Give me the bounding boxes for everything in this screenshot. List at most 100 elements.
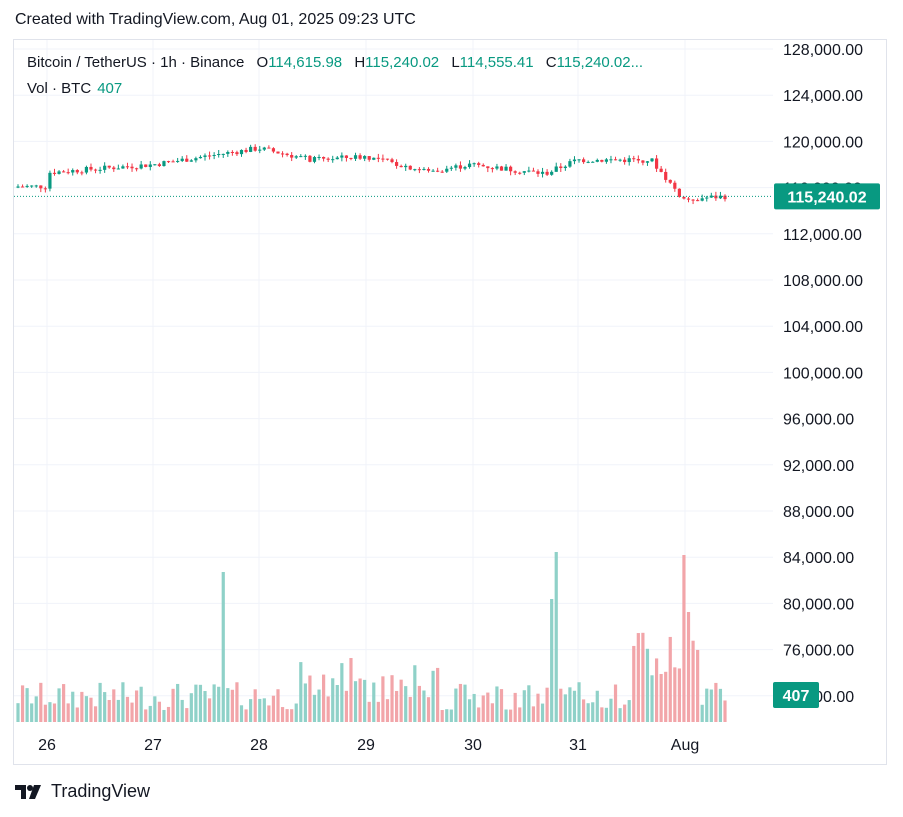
volume-bar xyxy=(253,689,257,722)
volume-bar xyxy=(340,663,344,722)
candle-body xyxy=(322,156,326,159)
volume-bar xyxy=(394,690,399,722)
tradingview-logo-icon xyxy=(15,784,41,799)
candle-body xyxy=(134,168,139,170)
symbol-legend[interactable]: Bitcoin / TetherUS · 1h · Binance O114,6… xyxy=(27,54,643,71)
candle-body xyxy=(116,168,120,170)
candle-body xyxy=(285,153,289,156)
candle-body xyxy=(244,149,248,152)
chart-frame xyxy=(13,39,887,765)
volume-bar xyxy=(84,696,89,722)
volume-bar xyxy=(267,705,271,722)
y-tick-label: 76,000.00 xyxy=(783,643,854,660)
volume-bar xyxy=(66,703,70,722)
volume-bar xyxy=(686,612,691,722)
candle-body xyxy=(226,151,230,154)
volume-bar xyxy=(103,692,107,722)
volume-bar xyxy=(372,682,376,722)
volume-bar xyxy=(16,703,20,722)
volume-bar xyxy=(171,688,175,722)
candle-body xyxy=(176,160,180,162)
tradingview-footer[interactable]: TradingView xyxy=(15,781,150,802)
candle-body xyxy=(550,171,554,175)
candle-body xyxy=(454,165,458,168)
candle-body xyxy=(613,159,618,161)
candle-body xyxy=(426,168,431,171)
volume-bar xyxy=(344,690,349,722)
volume-bar xyxy=(139,686,143,722)
tradingview-brand: TradingView xyxy=(51,781,151,801)
candle-body xyxy=(595,159,599,162)
volume-bar xyxy=(691,640,695,722)
volume-bar xyxy=(509,709,513,722)
volume-bar xyxy=(322,674,326,722)
volume-bar xyxy=(527,685,531,722)
volume-bar xyxy=(718,688,723,722)
volume-bar xyxy=(180,699,184,722)
candle-body xyxy=(130,166,134,169)
candle-body xyxy=(677,188,681,197)
chart-attribution: Created with TradingView.com, Aug 01, 20… xyxy=(15,11,416,28)
volume-bar xyxy=(276,689,280,722)
volume-bar xyxy=(563,694,567,722)
candle-body xyxy=(239,149,244,155)
volume-bar xyxy=(144,709,148,722)
volume-bar xyxy=(723,700,727,722)
candle-body xyxy=(559,166,563,169)
volume-legend[interactable]: Vol · BTC 407 xyxy=(27,80,122,97)
candle-body xyxy=(280,153,285,155)
candle-body xyxy=(495,166,499,169)
candle-body xyxy=(445,168,449,172)
candle-body xyxy=(422,168,426,170)
volume-bar xyxy=(595,690,599,722)
volume-bar xyxy=(613,684,618,722)
volume-bar xyxy=(577,682,581,722)
volume-bar xyxy=(290,709,294,722)
y-tick-label: 128,000.00 xyxy=(783,42,863,59)
volume-bar xyxy=(705,688,709,722)
volume-bar xyxy=(52,703,57,722)
volume-bar xyxy=(239,705,244,722)
volume-bar xyxy=(134,690,139,722)
candle-body xyxy=(372,157,376,160)
x-tick-label: 30 xyxy=(464,737,482,754)
candle-body xyxy=(723,195,727,200)
candle-body xyxy=(381,158,385,160)
candle-body xyxy=(645,161,650,163)
candle-body xyxy=(463,167,467,169)
volume-bar xyxy=(30,703,34,722)
candle-body xyxy=(404,165,408,168)
volume-bar xyxy=(153,696,157,722)
candle-body xyxy=(34,185,38,187)
volume-bar xyxy=(249,699,253,722)
volume-bar xyxy=(572,690,577,722)
volume-bar xyxy=(194,684,198,722)
volume-bar xyxy=(659,673,663,722)
open-label: O xyxy=(256,54,269,71)
candle-body xyxy=(486,166,490,169)
volume-bar xyxy=(677,668,681,722)
volume-bar xyxy=(376,701,380,722)
volume-bar xyxy=(623,704,627,722)
candle-body xyxy=(531,170,536,172)
candle-body xyxy=(568,161,572,167)
candle-body xyxy=(258,149,262,151)
candle-body xyxy=(249,146,253,152)
candle-body xyxy=(139,164,143,169)
candle-body xyxy=(89,166,93,170)
candle-body xyxy=(144,164,148,167)
candle-body xyxy=(545,171,549,175)
candle-body xyxy=(513,171,517,173)
candle-body xyxy=(194,158,198,161)
volume-bar xyxy=(486,692,490,722)
candle-body xyxy=(700,198,704,201)
volume-bar xyxy=(363,679,367,722)
candle-body xyxy=(207,155,212,157)
candle-body xyxy=(276,151,280,154)
candle-body xyxy=(591,161,595,163)
volume-bar xyxy=(125,696,130,722)
volume-bar xyxy=(636,633,640,722)
volume-bar xyxy=(654,658,659,722)
volume-bar xyxy=(413,665,417,722)
